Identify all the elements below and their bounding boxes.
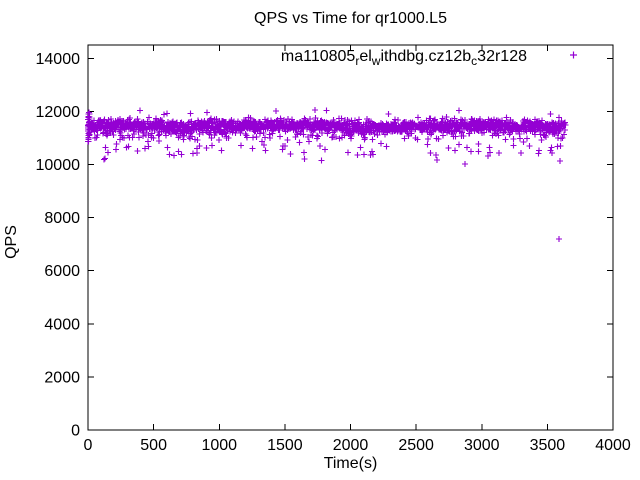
chart-title: QPS vs Time for qr1000.L5 [254, 10, 447, 27]
legend: ma110805relwithdbg.cz12bc32r128 [281, 48, 577, 68]
x-tick-label: 500 [140, 437, 167, 454]
y-tick-label: 14000 [36, 51, 81, 68]
scatter-series-points [85, 107, 569, 242]
x-tick-label: 3500 [530, 437, 566, 454]
axis-ticks [87, 45, 614, 431]
x-tick-label: 0 [84, 437, 93, 454]
y-tick-label: 0 [71, 423, 80, 440]
plot-border [87, 44, 614, 431]
x-tick-label: 4000 [595, 437, 631, 454]
y-tick-label: 8000 [44, 210, 80, 227]
y-axis-label: QPS [3, 225, 20, 259]
y-tick-label: 4000 [44, 316, 80, 333]
x-axis-label: Time(s) [324, 455, 378, 472]
x-tick-label: 2000 [333, 437, 369, 454]
y-tick-label: 2000 [44, 369, 80, 386]
x-tick-label: 3000 [464, 437, 500, 454]
y-tick-label: 10000 [36, 157, 81, 174]
y-tick-label: 12000 [36, 104, 81, 121]
x-tick-label: 1500 [267, 437, 303, 454]
legend-plus-marker-icon [570, 51, 577, 59]
tick-marks [87, 45, 614, 431]
axis-tick-labels: 0 500 1000 1500 2000 2500 3000 3500 4000 0 2000 400… [36, 51, 631, 454]
x-tick-label: 1000 [201, 437, 237, 454]
y-tick-label: 6000 [44, 263, 80, 280]
legend-series-label: ma110805relwithdbg.cz12bc32r128 [281, 48, 527, 68]
x-tick-label: 2500 [398, 437, 434, 454]
